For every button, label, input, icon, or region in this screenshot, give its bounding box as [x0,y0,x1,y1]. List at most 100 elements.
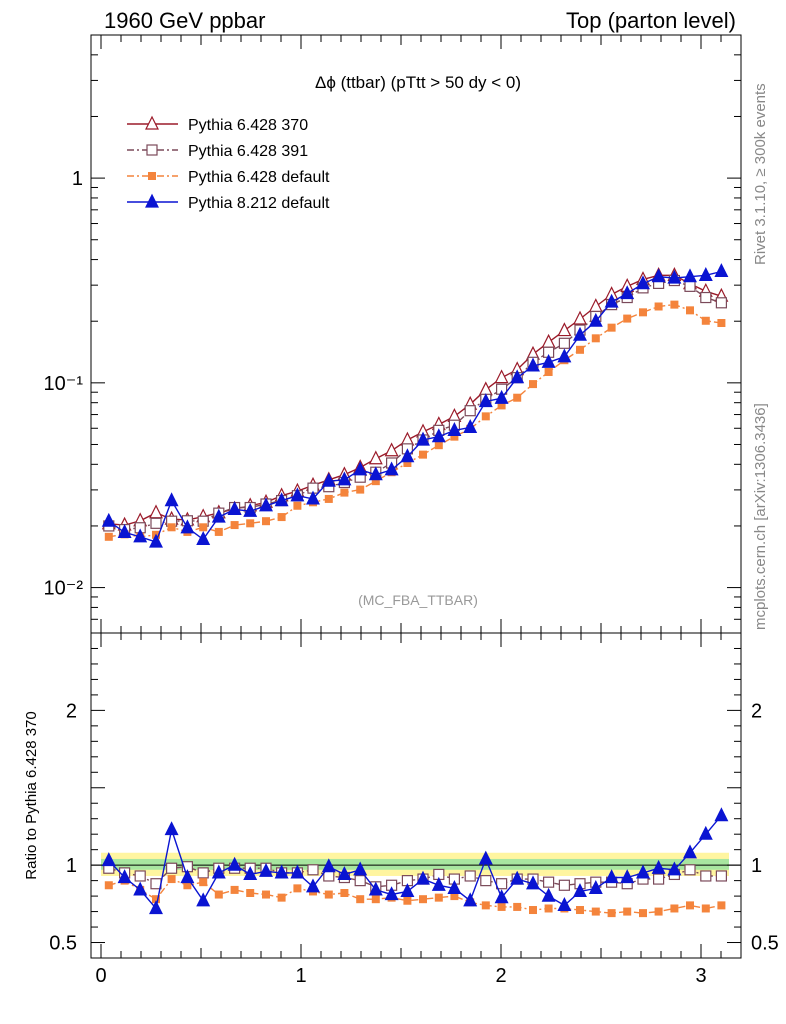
ratio-point [211,864,226,879]
ratio-point [227,856,242,871]
ratio-point [700,870,712,882]
ratio-point [104,881,113,890]
data-point [274,492,289,507]
data-point [588,298,603,313]
data-point [701,316,710,325]
series-0 [101,267,729,531]
ratio-point [101,852,116,867]
data-point [447,408,462,422]
ratio-point [558,879,571,891]
data-point [604,293,619,308]
data-point [715,297,728,309]
ratio-point [434,893,443,902]
ratio-point [230,885,239,894]
ratio-point [196,892,211,907]
ratio-point [164,821,179,836]
data-point [700,291,712,304]
ratio-point [544,904,553,913]
data-point [117,524,132,539]
data-point [620,285,635,300]
y-tick-label: 0.5 [49,933,77,955]
ratio-point [714,807,729,822]
ratio-point [340,889,349,897]
data-point [447,422,462,436]
ratio-point [541,887,556,902]
ratio-point [573,883,587,898]
main-plot: 10⁻² 10⁻¹ 1 Δϕ (ttbar) (pTtt > 50 dy < 0) (M… [44,34,742,634]
y-tick-label: 1 [66,855,77,877]
ratio-point [542,876,555,888]
data-point [654,302,663,311]
ratio-point [199,878,208,887]
ratio-point [591,907,600,916]
legend-marker [145,115,159,130]
data-point [544,367,553,376]
data-point [529,380,537,389]
data-point [246,519,255,528]
data-point [464,405,476,417]
ratio-point [183,881,192,890]
ratio-point [307,864,319,876]
ratio-point [117,869,132,884]
series-line [108,303,722,538]
ratio-point [243,866,258,881]
legend-marker [148,172,156,180]
data-point [494,389,509,404]
data-point [167,523,176,532]
ratio-point [277,893,286,902]
data-point [591,334,600,343]
y-tick-label-right: 2 [751,700,762,722]
data-point [101,512,116,527]
data-point [557,348,572,363]
y-tick-label: 2 [66,700,77,722]
series-3 [101,263,729,548]
ratio-point [529,906,537,915]
series-2 [104,300,726,541]
data-point [277,513,286,522]
ratio-point [400,883,415,898]
data-point [416,431,430,446]
data-point [384,461,399,476]
data-point [368,466,383,481]
ratio-point [152,895,160,904]
ratio-point [149,900,163,915]
data-point [686,306,694,315]
data-point [434,441,443,450]
legend-label: Pythia 8.212 default [188,195,330,212]
legend-marker [146,144,158,156]
ratio-point [604,869,619,884]
data-point [150,517,162,529]
ratio-point [180,869,195,884]
ratio-point [478,850,493,865]
data-point [293,501,302,510]
data-point [180,519,195,534]
legend-label: Pythia 6.428 default [188,169,330,186]
data-point [541,353,556,368]
y-tick-label-right: 1 [751,855,762,877]
data-point [403,458,412,467]
legend-label: Pythia 6.428 370 [188,117,308,134]
ratio-point [494,889,509,904]
ratio-point [368,881,383,896]
data-point [262,517,270,526]
data-point [199,523,208,532]
data-point [684,280,696,292]
data-point [104,532,113,541]
legend-marker [145,193,159,208]
data-point [698,267,713,281]
data-point [607,323,616,332]
data-point [639,308,647,317]
data-point [321,472,336,487]
data-point [400,448,415,463]
ratio-point [686,901,694,910]
data-point [164,492,179,507]
ratio-point [134,870,146,882]
ratio-point [497,902,506,911]
header-left: 1960 GeV ppbar [104,8,266,33]
ratio-point [290,864,305,879]
series-line [108,279,722,531]
data-point [558,337,571,349]
ratio-point [337,866,352,881]
ratio-point [323,870,335,882]
